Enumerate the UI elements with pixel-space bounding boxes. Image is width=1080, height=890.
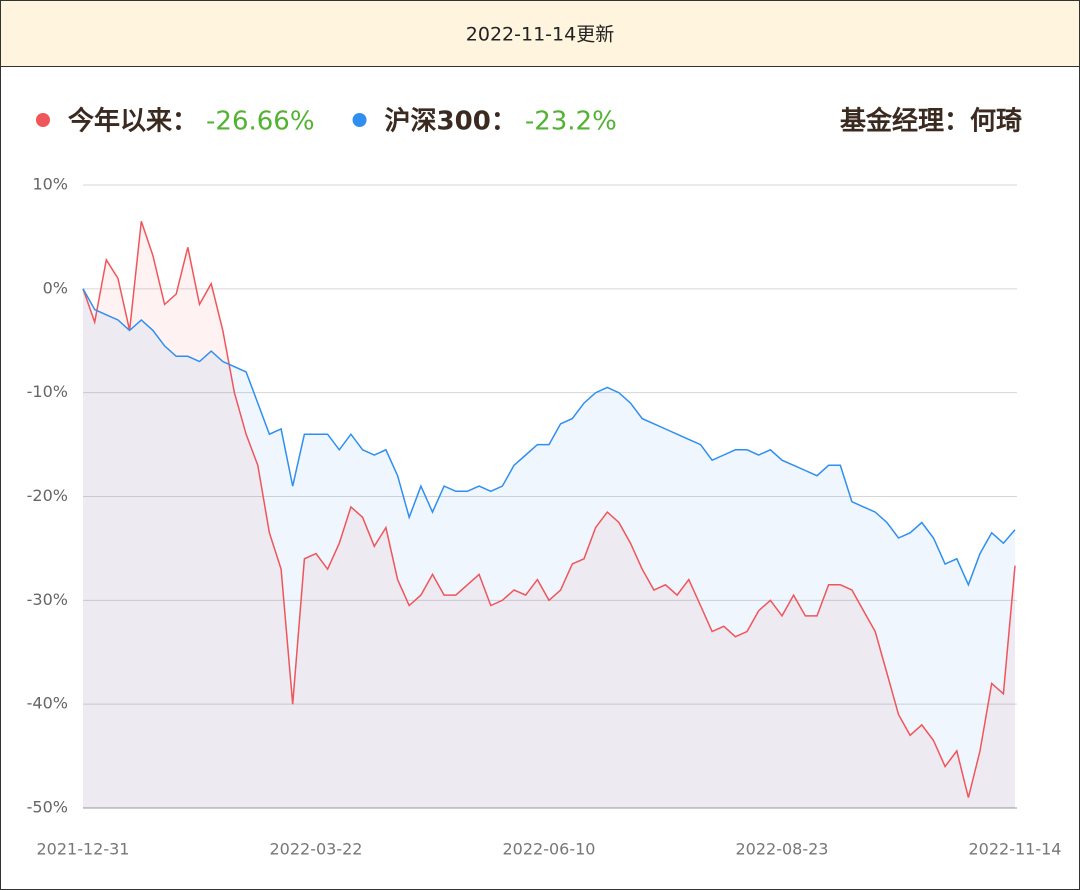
x-tick-label: 2022-06-10 [503,840,596,859]
x-tick-label: 2021-12-31 [37,840,130,859]
y-tick-label: -30% [27,590,68,609]
manager: 基金经理：何琦 [840,106,1022,137]
y-tick-label: -10% [27,382,68,401]
area [83,288,1015,808]
y-tick-label: 10% [32,175,68,194]
legend-value: -23.2% [525,107,617,137]
legend-name: 沪深300： [385,107,517,137]
y-tick-label: -20% [27,486,68,505]
line [82,288,1016,587]
y-tick-label: -50% [27,798,68,817]
x-tick-label: 2022-08-23 [736,840,829,859]
line [82,221,1016,798]
x-tick-label: 2022-03-22 [270,840,363,859]
legend-value: -26.66% [206,107,315,137]
legend-dot [36,113,50,127]
header [0,0,1080,67]
x-tick-label: 2022-11-14 [969,840,1062,859]
legend-dot [352,113,367,127]
y-tick-label: -40% [27,694,68,713]
area [83,221,1015,809]
legend-name: 今年以来： [68,106,198,137]
y-tick-label: 0% [43,278,68,297]
header-title: 2022-11-14更新 [466,24,614,46]
